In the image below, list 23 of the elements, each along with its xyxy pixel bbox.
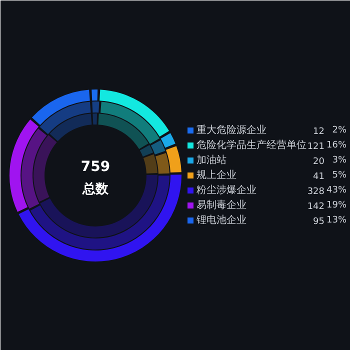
data-label: 2% (332, 126, 347, 136)
legend-label: 规上企业 (196, 169, 236, 181)
legend-label: 危险化学品生产经营单位 (196, 139, 306, 151)
data-label: 16% (326, 140, 347, 150)
legend-label: 粉尘涉爆企业 (196, 184, 256, 196)
data-label: 43% (326, 186, 347, 196)
data-label: 95 (313, 217, 324, 227)
legend-label: 加油站 (196, 154, 226, 166)
legend-label: 易制毒企业 (196, 199, 246, 211)
data-label: 19% (326, 200, 347, 210)
text: 总数 (82, 181, 110, 197)
data-label: 142 (307, 202, 325, 212)
legend-label: 重大危险源企业 (196, 124, 266, 136)
data-label: 13% (326, 216, 347, 226)
data-label: 5% (332, 170, 347, 180)
data-label: 3% (332, 156, 347, 166)
data-label: 121 (307, 142, 325, 152)
data-label: 41 (313, 172, 324, 182)
data-label: 20 (313, 157, 325, 167)
text: 759 (80, 159, 110, 175)
data-label: 328 (307, 187, 325, 197)
data-label: 12 (313, 127, 324, 137)
legend-label: 锂电池企业 (196, 214, 246, 226)
